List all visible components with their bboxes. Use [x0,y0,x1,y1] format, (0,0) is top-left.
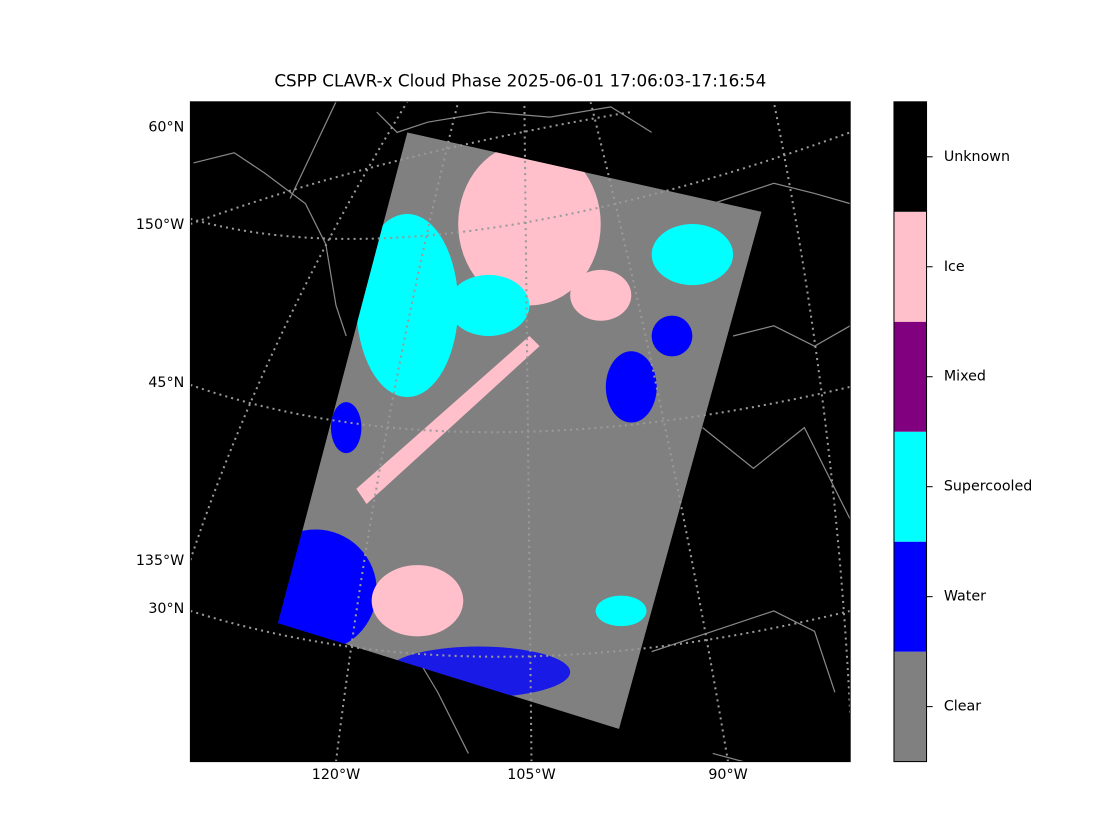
map [190,101,851,762]
lat-lon-label: 60°N [148,119,184,135]
colorbar-swatch [893,321,927,432]
title: CSPP CLAVR-x Cloud Phase 2025-06-01 17:0… [274,70,766,90]
lon-label: 90°W [708,767,747,783]
lat-lon-label: 45°N [148,375,184,391]
lat-lon-label: 30°N [148,601,184,617]
colorbar-swatch [893,651,927,762]
colorbar-label: Unknown [944,149,1010,165]
lon-label: 105°W [507,767,555,783]
map-frame [189,101,851,763]
colorbar-label: Mixed [944,369,986,385]
colorbar-swatch [893,211,927,322]
colorbar-label: Water [944,589,986,605]
colorbar-label: Clear [944,699,981,715]
colorbar-label: Supercooled [944,479,1032,495]
colorbar-swatch [893,101,927,212]
coastlines [193,101,851,762]
lat-lon-label: 150°W [136,217,184,233]
swath [277,132,762,730]
colorbar-swatch [893,431,927,542]
graticule [190,101,851,762]
colorbar-swatch [893,541,927,652]
colorbar-label: Ice [944,259,965,275]
lon-label: 120°W [312,767,360,783]
colorbar-frame [893,101,928,763]
colorbar: Clear Water Supercooled Mixed Ice Unknown [893,101,1032,763]
lat-lon-label: 135°W [136,553,184,569]
axis-labels: 60°N 150°W 45°N 135°W 30°N 120°W 105°W 90°W [136,119,748,783]
